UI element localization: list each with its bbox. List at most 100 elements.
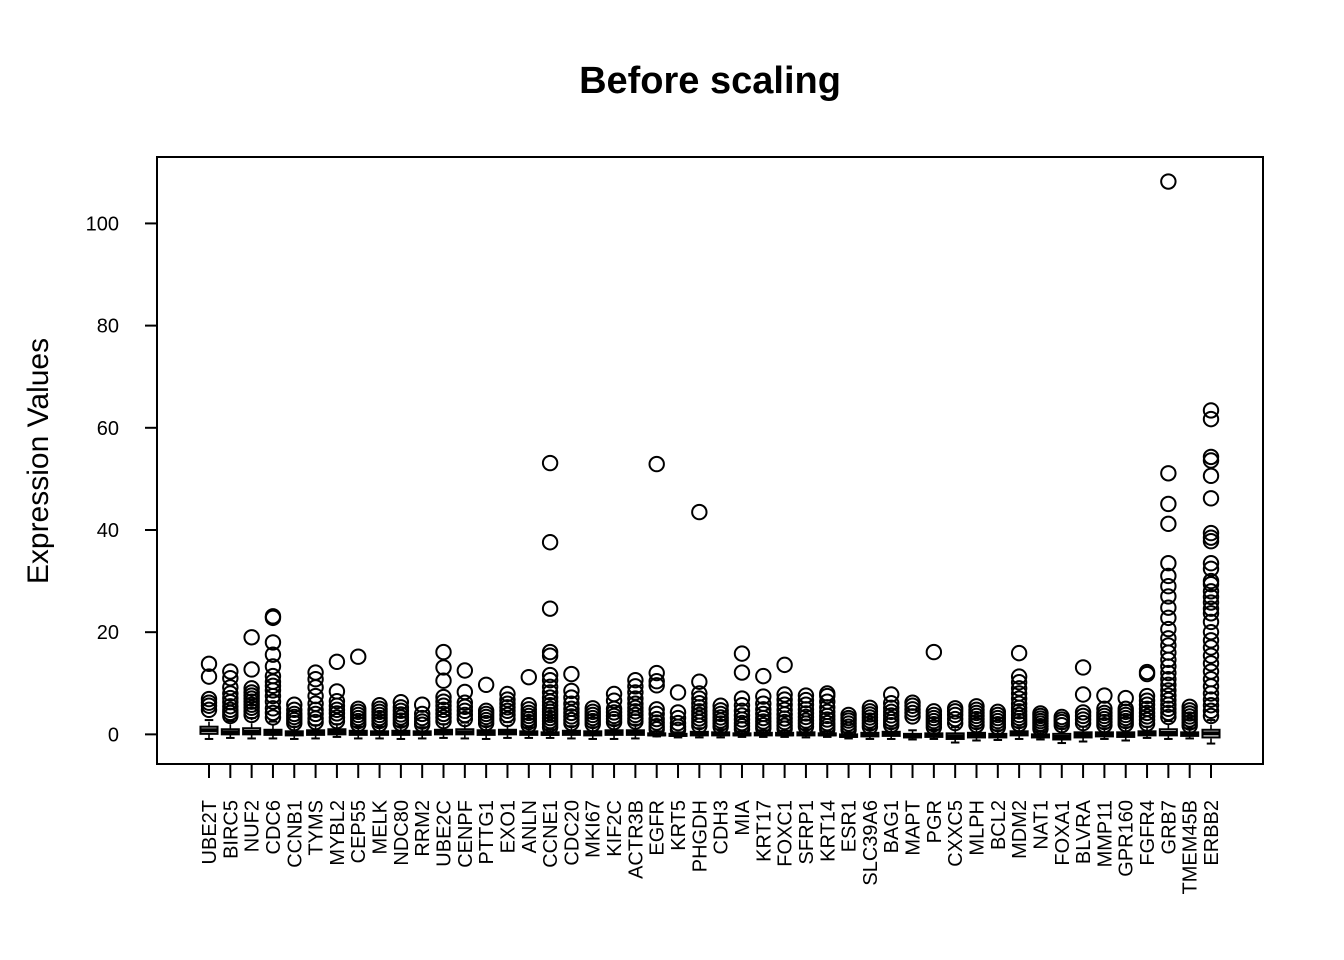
outlier-point	[648, 455, 665, 473]
outlier-point	[435, 643, 452, 661]
x-tick-label: MLPH	[966, 800, 988, 856]
box-nuf2	[242, 629, 262, 740]
box-krt5	[668, 684, 688, 739]
outlier-point	[669, 704, 687, 721]
x-tick-label: BCL2	[988, 800, 1010, 850]
x-tick-label: NUF2	[242, 800, 264, 852]
box-phgdh	[689, 503, 709, 739]
outlier-point	[819, 703, 836, 721]
x-tick-label: TYMS	[306, 800, 328, 856]
x-tick-label: CDC20	[561, 800, 583, 866]
x-tick-label: MMP11	[1094, 800, 1116, 867]
x-tick-label: KIF2C	[604, 800, 626, 857]
outlier-point	[755, 688, 772, 705]
x-tick-label: GRB7	[1158, 800, 1180, 854]
outlier-point	[563, 682, 580, 700]
box-erbb2	[1201, 402, 1221, 745]
box-esr1	[839, 706, 859, 740]
outlier-point	[456, 683, 474, 701]
outlier-point	[435, 705, 452, 723]
outlier-point	[797, 691, 815, 709]
outlier-point	[328, 701, 346, 719]
outlier-point	[840, 706, 857, 724]
x-tick-label: NAT1	[1030, 800, 1052, 850]
outlier-point	[1202, 605, 1220, 622]
outlier-point	[499, 691, 516, 708]
outlier-point	[264, 693, 282, 710]
outlier-point	[648, 664, 665, 682]
outlier-point	[1160, 465, 1177, 482]
box-ube2t	[199, 655, 219, 740]
outlier-point	[648, 677, 665, 694]
box-series	[199, 173, 1221, 745]
outlier-point	[1202, 448, 1220, 466]
outlier-point	[1202, 691, 1220, 708]
outlier-point	[1160, 609, 1177, 627]
outlier-point	[648, 705, 665, 723]
x-tick-label: RRM2	[412, 800, 434, 857]
x-tick-label: FOXC1	[775, 800, 797, 867]
outlier-point	[797, 696, 815, 713]
outlier-point	[1010, 674, 1028, 691]
box-mki67	[583, 700, 603, 740]
outlier-point	[1160, 630, 1177, 647]
x-tick-label: EXO1	[497, 800, 519, 853]
outlier-point	[1160, 676, 1177, 694]
outlier-point	[755, 667, 772, 685]
outlier-point	[541, 689, 559, 706]
outlier-point	[264, 704, 282, 722]
outlier-point	[627, 672, 644, 689]
outlier-point	[563, 700, 580, 718]
outlier-point	[1138, 696, 1156, 713]
outlier-point	[307, 705, 324, 723]
outlier-point	[541, 666, 559, 684]
outlier-point	[797, 705, 815, 722]
outlier-point	[413, 709, 431, 727]
outlier-point	[883, 694, 900, 712]
outlier-point	[286, 696, 303, 713]
outlier-point	[1160, 554, 1177, 572]
outlier-point	[946, 700, 964, 717]
box-exo1	[497, 685, 517, 739]
box-mlph	[966, 698, 987, 742]
y-tick-label: 80	[97, 316, 119, 338]
x-tick-label: CCNB1	[284, 800, 306, 868]
outlier-point	[755, 701, 772, 718]
outlier-point	[328, 653, 346, 671]
box-mia	[732, 645, 752, 738]
outlier-point	[200, 701, 218, 719]
x-tick-label: MAPT	[903, 800, 925, 856]
outlier-point	[1202, 572, 1220, 590]
outlier-point	[541, 647, 559, 664]
outlier-point	[563, 665, 580, 683]
outlier-point	[1074, 659, 1092, 676]
box-cenpf	[455, 662, 475, 740]
outlier-point	[712, 697, 729, 714]
box-pgr	[924, 643, 944, 740]
box-ccne1	[540, 454, 560, 739]
outlier-point	[1138, 704, 1156, 722]
outlier-point	[925, 643, 943, 661]
outlier-point	[1160, 687, 1177, 704]
x-tick-label: PTTG1	[476, 800, 498, 864]
outlier-point	[925, 703, 943, 720]
outlier-point	[1202, 594, 1220, 611]
outlier-point	[989, 703, 1007, 721]
x-tick-label: PHGDH	[689, 800, 711, 872]
box-rrm2	[412, 696, 432, 740]
outlier-point	[1096, 687, 1113, 704]
x-tick-label: EGFR	[647, 800, 669, 856]
box-gpr160	[1116, 689, 1136, 742]
outlier-point	[456, 702, 474, 720]
outlier-point	[1117, 689, 1134, 707]
outlier-point	[499, 685, 516, 703]
x-tick-label: BLVRA	[1073, 799, 1095, 864]
outlier-point	[1202, 524, 1220, 542]
box-foxa1	[1052, 708, 1072, 745]
outlier-point	[1202, 670, 1220, 688]
outlier-point	[1138, 663, 1156, 681]
outlier-point	[435, 659, 452, 676]
outlier-point	[861, 699, 879, 716]
x-tick-label: MYBL2	[327, 800, 349, 866]
